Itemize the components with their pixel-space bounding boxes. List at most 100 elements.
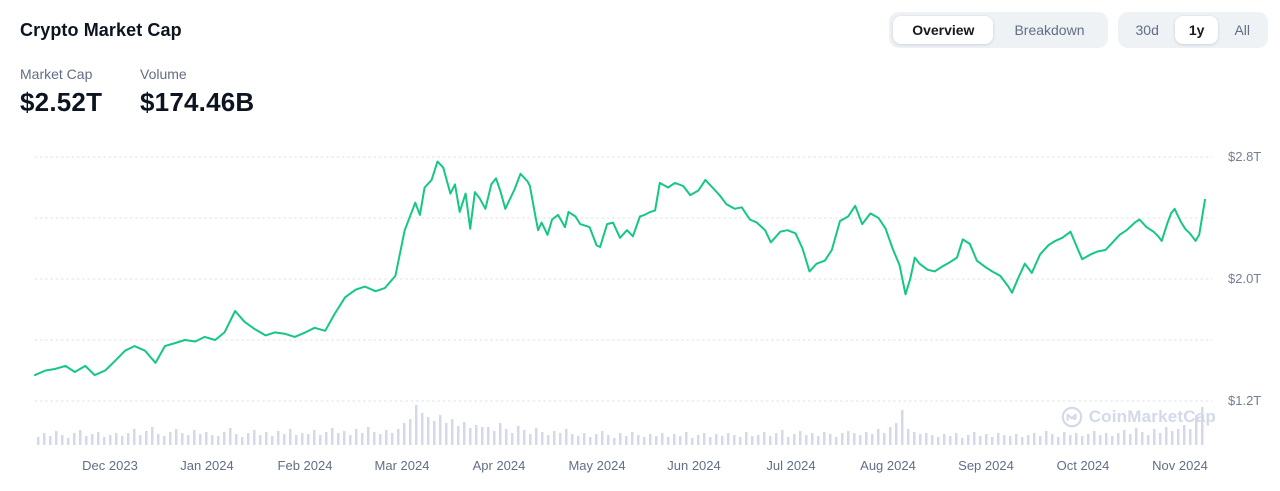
volume-bar [169, 432, 172, 445]
volume-bar [157, 434, 160, 445]
volume-bar [1183, 425, 1186, 445]
volume-bar [1039, 436, 1042, 445]
volume-bar [1075, 433, 1078, 445]
volume-bar [367, 427, 370, 445]
volume-bar [805, 435, 808, 445]
volume-bar [337, 433, 340, 445]
volume-bar [865, 432, 868, 445]
volume-bar [49, 436, 52, 445]
volume-bar [487, 427, 490, 445]
volume-bar [265, 432, 268, 445]
volume-bar [463, 422, 466, 445]
volume-bar [769, 436, 772, 445]
volume-bar [607, 435, 610, 445]
volume-bar [457, 426, 460, 445]
volume-bar [343, 431, 346, 445]
volume-stat-label: Volume [140, 66, 187, 82]
volume-bar [421, 413, 424, 445]
volume-bar [67, 438, 70, 445]
volume-bar [859, 435, 862, 445]
volume-bar [319, 435, 322, 445]
range-30d-button[interactable]: 30d [1122, 16, 1173, 44]
volume-bar [709, 437, 712, 445]
volume-bar [1135, 428, 1138, 445]
volume-bar [1117, 433, 1120, 445]
volume-bar [1189, 429, 1192, 445]
volume-bar [691, 438, 694, 445]
volume-bar [739, 437, 742, 445]
volume-bar [979, 436, 982, 445]
volume-bar [271, 436, 274, 445]
volume-bar [1069, 435, 1072, 445]
volume-bar [391, 433, 394, 445]
volume-bar [211, 435, 214, 445]
volume-bar [277, 431, 280, 445]
x-axis-label: Jun 2024 [667, 458, 721, 473]
volume-bar [817, 436, 820, 445]
volume-bar [1153, 429, 1156, 445]
volume-bar [901, 410, 904, 445]
volume-bar [775, 433, 778, 445]
x-axis-label: Nov 2024 [1152, 458, 1208, 473]
x-axis-label: Jan 2024 [180, 458, 234, 473]
volume-stat: Volume $174.46B [140, 66, 254, 116]
range-all-button[interactable]: All [1220, 16, 1264, 44]
range-1y-button[interactable]: 1y [1174, 16, 1219, 44]
volume-bar [103, 437, 106, 445]
volume-bar [589, 437, 592, 445]
volume-bar [379, 434, 382, 445]
volume-bar [1105, 433, 1108, 445]
volume-bar [853, 433, 856, 445]
volume-bar [247, 433, 250, 445]
volume-bar [223, 432, 226, 445]
x-axis-label: Mar 2024 [374, 458, 430, 473]
market-cap-stat-value: $2.52T [20, 87, 103, 117]
volume-bar [439, 415, 442, 445]
page-title: Crypto Market Cap [20, 20, 182, 40]
volume-bar [883, 433, 886, 445]
volume-bar [823, 432, 826, 445]
volume-bar [193, 430, 196, 445]
range-toggle: 30d 1y All [1117, 12, 1268, 48]
volume-bar [1195, 415, 1198, 445]
volume-bar [1033, 433, 1036, 445]
volume-bar [595, 434, 598, 445]
volume-bar [283, 434, 286, 445]
volume-bar [1027, 435, 1030, 445]
volume-bar [181, 433, 184, 445]
volume-bar [151, 427, 154, 445]
volume-bar [1003, 435, 1006, 445]
volume-bar [991, 437, 994, 445]
volume-bar [1051, 434, 1054, 445]
volume-bar [313, 430, 316, 445]
volume-bar [37, 437, 40, 445]
volume-bar [481, 427, 484, 445]
volume-bar [949, 436, 952, 445]
volume-bar [199, 434, 202, 445]
y-axis-label: $2.0T [1228, 271, 1262, 286]
volume-bar [895, 423, 898, 445]
volume-bar [1123, 430, 1126, 445]
volume-bar [1015, 434, 1018, 445]
volume-bar [781, 430, 784, 445]
volume-bar [703, 433, 706, 445]
volume-bar [121, 436, 124, 445]
volume-bar [577, 436, 580, 445]
volume-bar [43, 433, 46, 445]
volume-bar [943, 434, 946, 445]
volume-bar [871, 434, 874, 445]
tab-overview[interactable]: Overview [893, 16, 994, 44]
volume-bar [1111, 436, 1114, 445]
market-cap-chart[interactable] [0, 140, 1280, 470]
volume-bar [997, 433, 1000, 445]
volume-bar [973, 432, 976, 445]
tab-breakdown[interactable]: Breakdown [995, 16, 1103, 44]
volume-bar [1021, 437, 1024, 445]
stats-row: Market Cap $2.52T Volume $174.46B [20, 66, 254, 116]
volume-bar [679, 436, 682, 445]
volume-bar [259, 435, 262, 445]
volume-bar [295, 435, 298, 445]
volume-bar [61, 435, 64, 445]
volume-bar [715, 434, 718, 445]
volume-bar [1057, 437, 1060, 445]
